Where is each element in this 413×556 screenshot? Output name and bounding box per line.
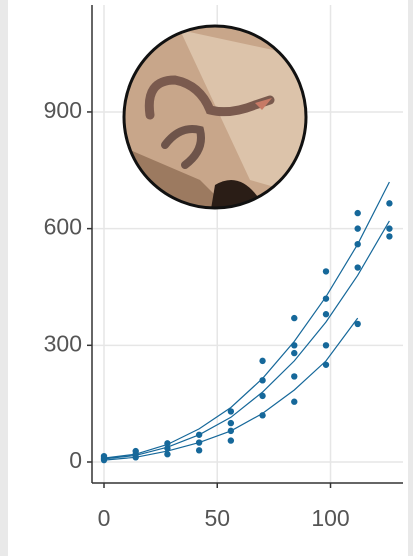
point xyxy=(291,398,298,405)
point xyxy=(322,361,330,368)
y-tick-label: 0 xyxy=(69,447,82,473)
x-tick-label: 0 xyxy=(98,505,111,531)
point xyxy=(322,311,330,318)
point xyxy=(354,240,361,248)
fit-curve xyxy=(103,220,390,460)
point xyxy=(227,437,235,444)
point xyxy=(227,408,235,415)
x-tick-label: 100 xyxy=(311,505,349,531)
point xyxy=(386,200,393,207)
point xyxy=(195,431,203,438)
inset-photo xyxy=(122,24,308,210)
point xyxy=(227,419,235,427)
point xyxy=(354,225,361,232)
point xyxy=(322,342,330,349)
y-tick-label: 600 xyxy=(44,214,82,240)
point xyxy=(354,264,361,271)
point xyxy=(386,233,393,240)
marks xyxy=(100,181,393,464)
point xyxy=(195,439,203,446)
point xyxy=(291,349,298,357)
point xyxy=(291,314,298,322)
point xyxy=(164,440,171,447)
point xyxy=(259,392,266,400)
point xyxy=(259,377,266,384)
point xyxy=(132,447,139,455)
point xyxy=(100,452,108,460)
point xyxy=(354,320,361,328)
y-tick-label: 900 xyxy=(44,97,82,123)
point xyxy=(195,447,203,454)
point xyxy=(386,225,393,232)
point xyxy=(322,295,330,302)
point xyxy=(322,268,330,275)
point xyxy=(164,451,171,458)
fit-curve xyxy=(103,181,390,459)
point xyxy=(259,412,266,419)
point xyxy=(354,209,361,217)
point xyxy=(259,357,266,365)
point xyxy=(291,373,298,380)
point xyxy=(227,427,235,435)
point xyxy=(291,342,298,349)
point xyxy=(164,445,171,452)
y-tick-label: 300 xyxy=(44,330,82,356)
x-tick-label: 50 xyxy=(204,505,230,531)
